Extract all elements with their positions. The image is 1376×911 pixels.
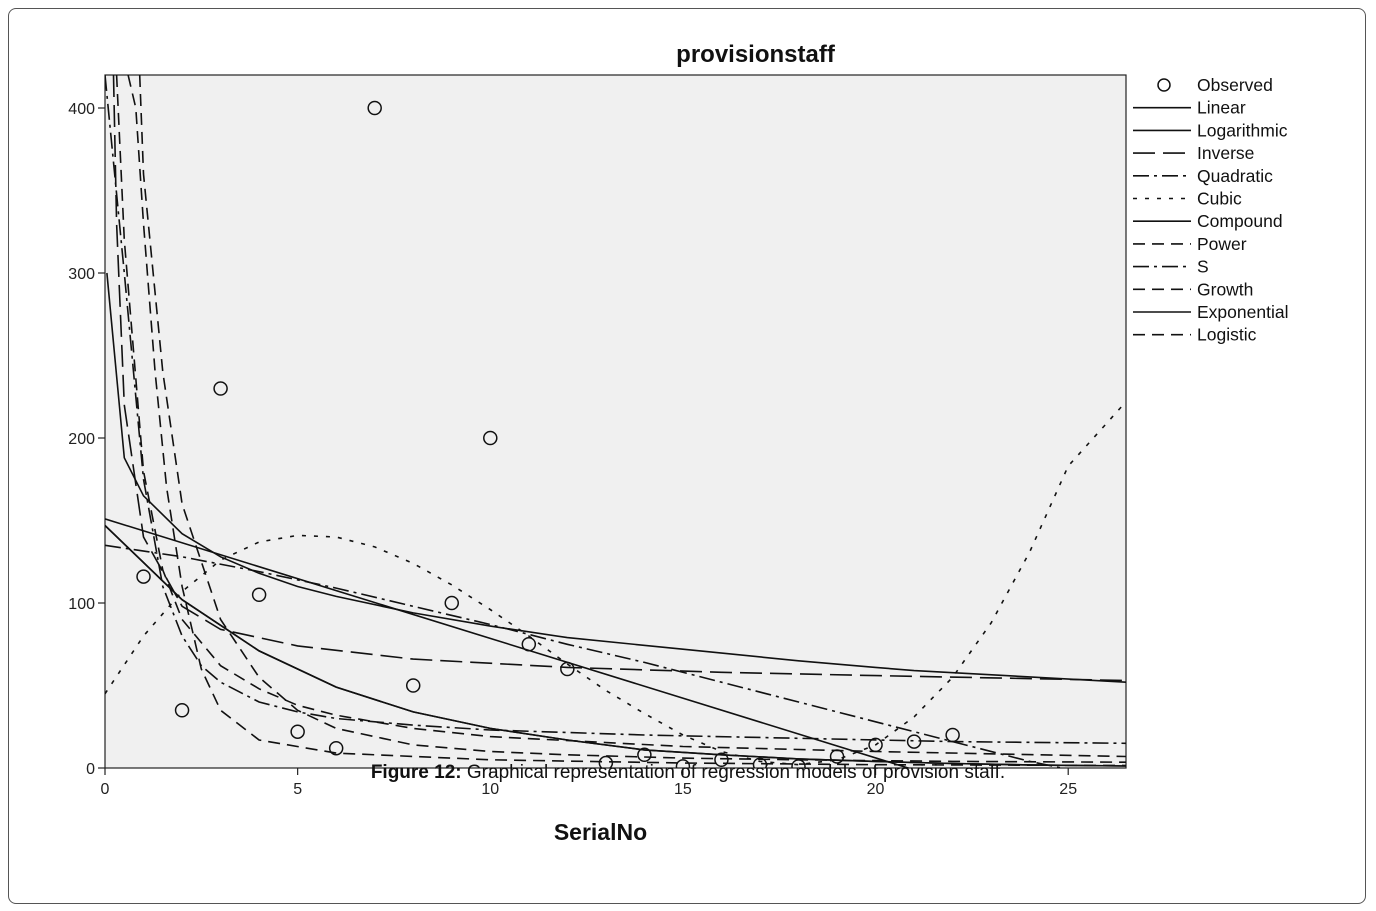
- observed-point: [290, 724, 305, 739]
- observed-point: [251, 587, 267, 602]
- observed-point: [598, 755, 614, 768]
- observed-point: [637, 747, 652, 763]
- legend-label-s: S: [1197, 257, 1209, 277]
- observed-point: [483, 430, 498, 446]
- chart-title: provisionstaff: [676, 41, 836, 68]
- observed-point: [906, 734, 922, 749]
- legend-label-logarithmic: Logarithmic: [1197, 120, 1288, 140]
- caption-text: Graphical representation of regression m…: [466, 762, 1006, 783]
- figure-caption: Figure 12: Graphical representation of r…: [0, 762, 1376, 784]
- legend-label-inverse: Inverse: [1197, 143, 1254, 163]
- legend-label-compound: Compound: [1197, 211, 1283, 231]
- legend-label-linear: Linear: [1197, 98, 1246, 118]
- legend-label-observed: Observed: [1197, 75, 1273, 95]
- y-tick-label: 100: [68, 596, 95, 613]
- observed-point: [444, 595, 460, 611]
- legend-marker-observed: [1157, 78, 1171, 92]
- observed-point: [829, 749, 845, 764]
- x-axis-label: SerialNo: [554, 819, 647, 845]
- x-tick-label: 0: [101, 781, 110, 798]
- observed-point: [868, 737, 883, 753]
- legend-label-quadratic: Quadratic: [1197, 166, 1273, 186]
- x-tick-label: 5: [293, 781, 302, 798]
- observed-point: [791, 759, 806, 768]
- observed-point: [675, 759, 691, 768]
- series-line-power: [115, 75, 1126, 758]
- plot-area: [104, 74, 1127, 769]
- x-tick-label: 15: [674, 781, 692, 798]
- y-tick-label: 300: [68, 266, 95, 283]
- chart: provisionstaff SerialNo 0 100 200 300 400 0 5 10 1…: [68, 41, 1288, 845]
- series-line-cubic: [105, 401, 1126, 766]
- legend-label-power: Power: [1197, 234, 1247, 254]
- observed-point: [328, 740, 344, 756]
- observed-point: [945, 727, 960, 743]
- y-tick-label: 200: [68, 431, 95, 448]
- observed-point: [405, 678, 421, 693]
- observed-point: [752, 757, 768, 768]
- observed-point: [136, 569, 151, 584]
- legend-label-exponential: Exponential: [1197, 302, 1288, 322]
- series-line-linear: [105, 518, 911, 768]
- y-tick-label: 0: [86, 761, 95, 778]
- observed-point: [213, 381, 228, 396]
- series-line-inverse: [112, 75, 1126, 682]
- series-line-exponential: [105, 524, 1126, 767]
- x-tick-label: 20: [867, 781, 885, 798]
- series-line-logarithmic: [106, 272, 1126, 683]
- observed-point: [174, 703, 190, 718]
- y-tick-label: 400: [68, 101, 95, 118]
- legend-label-cubic: Cubic: [1197, 189, 1242, 209]
- x-tick-label: 10: [481, 781, 499, 798]
- legend-label-logistic: Logistic: [1197, 325, 1257, 345]
- observed-point: [367, 100, 382, 116]
- observed-point: [560, 661, 575, 677]
- legend-label-growth: Growth: [1197, 279, 1253, 299]
- observed-point: [521, 637, 537, 652]
- caption-label: Figure 12:: [370, 762, 462, 783]
- observed-point: [714, 752, 729, 767]
- series-line-logistic: [127, 75, 1126, 767]
- series-group: [105, 75, 1126, 768]
- series-line-s: [105, 75, 1126, 745]
- x-tick-label: 25: [1059, 781, 1077, 798]
